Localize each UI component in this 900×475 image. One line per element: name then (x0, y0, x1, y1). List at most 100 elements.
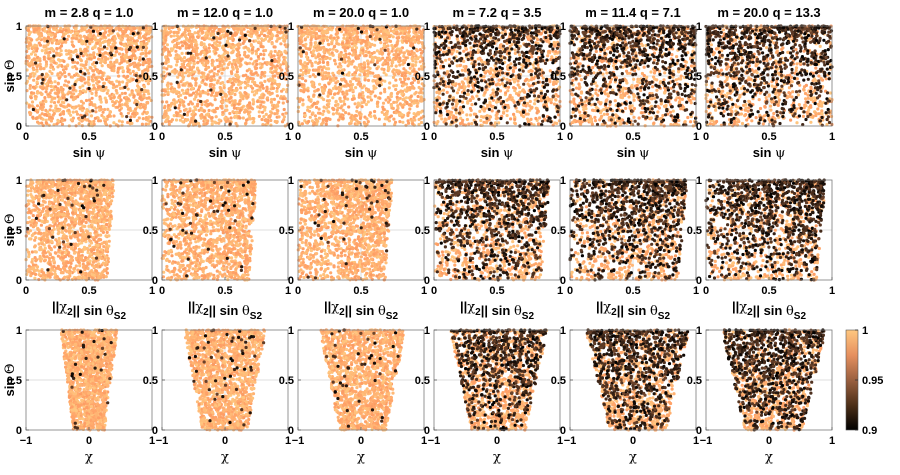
scatter-point (412, 35, 416, 39)
scatter-point (99, 58, 103, 62)
scatter-point (238, 91, 242, 95)
scatter-point (339, 106, 343, 110)
scatter-point (79, 63, 83, 67)
scatter-point (103, 51, 108, 55)
scatter-point (57, 58, 61, 62)
scatter-point (85, 108, 89, 112)
scatter-point (102, 81, 106, 85)
scatter-point (99, 97, 103, 101)
scatter-point (333, 58, 337, 62)
scatter-point (235, 87, 239, 92)
scatter-point (401, 120, 405, 124)
scatter-point (268, 31, 272, 36)
scatter-point (87, 76, 91, 80)
scatter-point (220, 96, 224, 100)
scatter-point (126, 74, 130, 78)
scatter-point (112, 69, 116, 73)
scatter-point (414, 90, 418, 95)
scatter-point (399, 31, 403, 35)
scatter-point (392, 84, 396, 88)
scatter-point (193, 49, 197, 54)
scatter-point (247, 49, 251, 53)
x-tick-label: 0.5 (217, 131, 232, 143)
scatter-point (365, 117, 369, 121)
scatter-point (357, 77, 361, 81)
scatter-point (144, 49, 148, 53)
scatter-point (46, 32, 51, 36)
scatter-point (187, 39, 191, 43)
scatter-point (108, 28, 112, 32)
scatter-point (162, 106, 167, 110)
scatter-point (84, 62, 88, 67)
scatter-point (273, 112, 277, 116)
scatter-point (182, 104, 186, 108)
scatter-point (388, 98, 392, 102)
scatter-point (321, 89, 325, 93)
scatter-point (233, 31, 237, 35)
scatter-point (419, 116, 423, 120)
scatter-point (99, 107, 103, 111)
scatter-point (359, 51, 363, 55)
scatter-point (331, 86, 336, 91)
scatter-point (222, 86, 226, 90)
scatter-point (309, 42, 313, 46)
scatter-point (221, 33, 225, 37)
scatter-point (314, 41, 318, 45)
scatter-point (244, 45, 248, 49)
scatter-point (106, 89, 110, 93)
scatter-point (346, 97, 350, 101)
scatter-point (92, 119, 96, 123)
scatter-point (373, 109, 377, 114)
scatter-point (505, 109, 509, 113)
scatter-point (306, 35, 310, 39)
scatter-point (166, 84, 170, 88)
scatter-point (214, 106, 219, 111)
scatter-point (243, 33, 247, 38)
scatter-point (403, 77, 407, 82)
scatter-point (355, 109, 359, 113)
scatter-point (122, 25, 126, 29)
scatter-point (180, 74, 184, 78)
scatter-points (24, 24, 154, 128)
scatter-point (48, 91, 52, 95)
scatter-point (307, 109, 312, 113)
scatter-point (84, 98, 89, 103)
scatter-point (390, 49, 394, 53)
scatter-point (357, 80, 361, 84)
scatter-point (375, 49, 379, 53)
scatter-point (244, 91, 248, 96)
scatter-point (199, 90, 203, 94)
scatter-point (343, 102, 347, 106)
scatter-point (297, 105, 301, 109)
scatter-point (414, 54, 418, 58)
scatter-point (51, 109, 55, 113)
scatter-point (145, 42, 149, 46)
scatter-point (298, 97, 302, 101)
scatter-point (183, 33, 188, 38)
scatter-point (144, 51, 148, 56)
scatter-point (106, 33, 111, 37)
scatter-point (420, 87, 424, 91)
scatter-point (413, 63, 418, 67)
scatter-point (203, 82, 207, 86)
scatter-point (409, 81, 413, 85)
scatter-point (390, 64, 394, 68)
scatter-point (187, 27, 191, 31)
scatter-point (401, 83, 405, 87)
scatter-point (36, 120, 40, 124)
scatter-point (77, 122, 81, 126)
scatter-point (55, 122, 59, 126)
scatter-point (167, 52, 171, 57)
scatter-point (144, 122, 148, 126)
scatter-point (102, 34, 106, 38)
scatter-point (304, 46, 308, 51)
scatter-point (328, 75, 332, 79)
scatter-point (214, 115, 218, 119)
scatter-point (191, 76, 195, 80)
scatter-point (178, 98, 182, 102)
scatter-point (199, 99, 203, 104)
scatter-point (92, 122, 96, 126)
scatter-point (77, 104, 81, 108)
scatter-point (513, 48, 517, 52)
